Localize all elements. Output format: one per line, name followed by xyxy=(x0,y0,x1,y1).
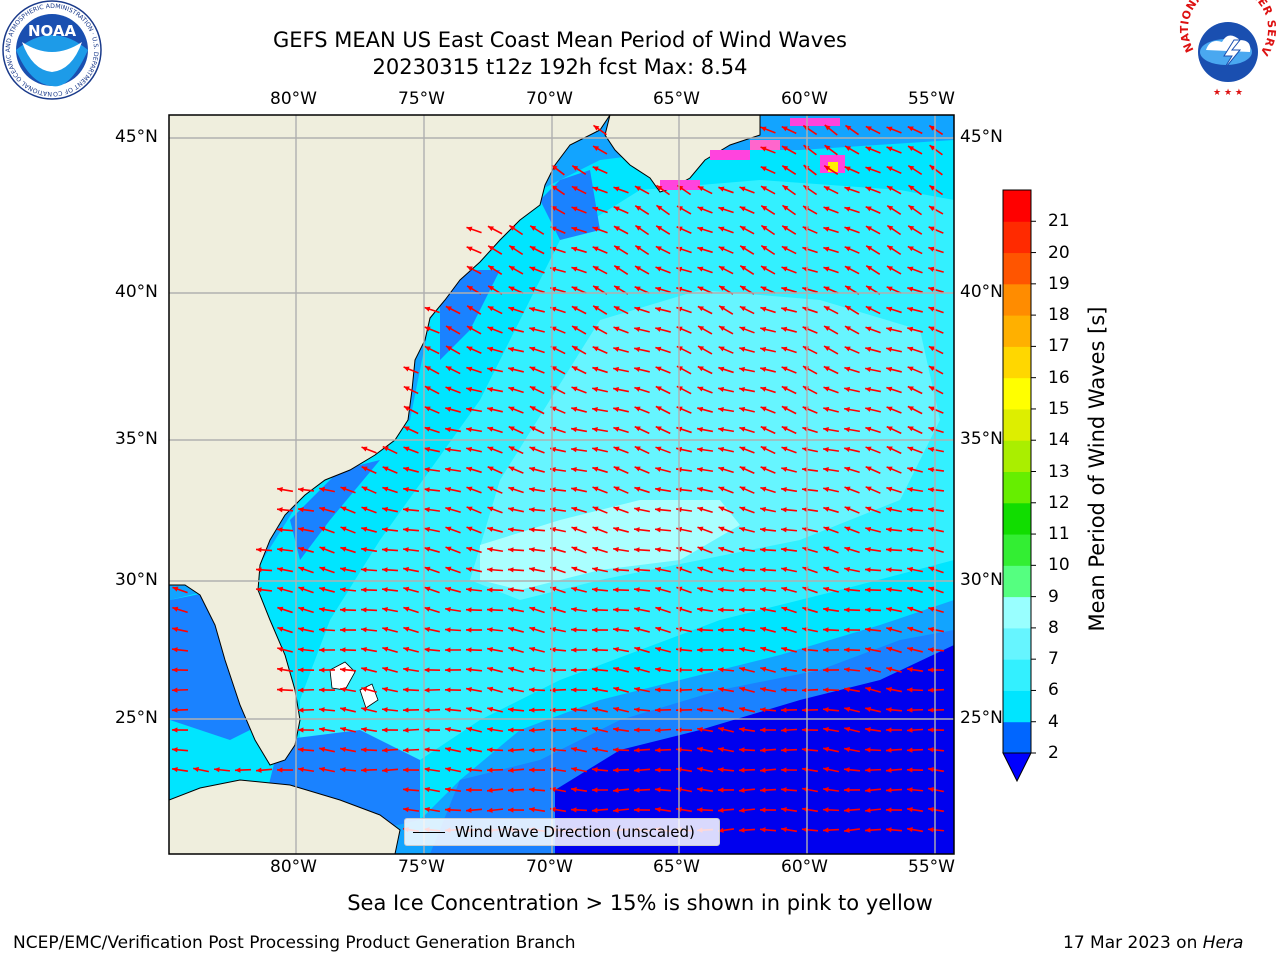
colorbar-segment xyxy=(1003,690,1031,723)
colorbar-segment xyxy=(1003,565,1031,598)
bahamas-land xyxy=(329,661,356,691)
map-frame xyxy=(168,114,955,855)
colorbar-tick-label: 15 xyxy=(1048,398,1070,419)
lat-label-right: 35°N xyxy=(960,429,1003,449)
colorbar-tick-label: 14 xyxy=(1048,430,1070,451)
wind-wave-direction-arrows xyxy=(171,124,945,833)
lon-label-top: 55°W xyxy=(908,89,955,109)
map-title: GEFS MEAN US East Coast Mean Period of W… xyxy=(273,28,847,52)
colorbar-segment xyxy=(1003,596,1031,629)
lat-label-left: 30°N xyxy=(115,570,158,590)
colorbar-tick-label: 20 xyxy=(1048,242,1070,263)
legend-line-icon xyxy=(413,832,445,833)
lon-label-bottom: 70°W xyxy=(526,857,573,877)
colorbar-tick-label: 21 xyxy=(1048,211,1070,232)
cuba-land xyxy=(169,779,401,854)
lat-label-left: 45°N xyxy=(115,127,158,147)
sea-ice-patch xyxy=(710,150,750,160)
colorbar-segment xyxy=(1003,408,1031,441)
colorbar-under-triangle xyxy=(1002,752,1032,783)
lon-label-bottom: 80°W xyxy=(270,857,317,877)
colorbar-tick-label: 6 xyxy=(1048,680,1059,701)
colorbar-tick-label: 17 xyxy=(1048,336,1070,357)
colorbar-segment xyxy=(1003,315,1031,347)
lon-label-bottom: 65°W xyxy=(653,857,700,877)
lat-label-left: 35°N xyxy=(115,429,158,449)
lat-label-right: 40°N xyxy=(960,282,1003,302)
lon-label-top: 70°W xyxy=(526,89,573,109)
colorbar-label: Mean Period of Wind Waves [s] xyxy=(1085,306,1109,632)
ice-note: Sea Ice Concentration > 15% is shown in … xyxy=(347,891,933,915)
svg-text:★ ★ ★: ★ ★ ★ xyxy=(1213,88,1243,98)
colorbar-tick-label: 18 xyxy=(1048,305,1070,326)
date-text: 17 Mar 2023 on xyxy=(1063,933,1203,953)
colorbar-segment xyxy=(1003,283,1031,316)
colorbar-segment xyxy=(1003,440,1031,472)
lat-label-right: 45°N xyxy=(960,127,1003,147)
lon-label-top: 60°W xyxy=(781,89,828,109)
colorbar-tick-label: 16 xyxy=(1048,367,1070,388)
colorbar xyxy=(1002,189,1036,783)
period-under-2-region xyxy=(555,645,954,854)
colorbar-segment xyxy=(1003,627,1031,660)
colorbar-segment xyxy=(1003,721,1031,754)
colorbar-tick-label: 4 xyxy=(1048,711,1059,732)
lat-label-left: 40°N xyxy=(115,282,158,302)
colorbar-tick-label: 11 xyxy=(1048,524,1070,545)
colorbar-tick-label: 2 xyxy=(1048,743,1059,763)
colorbar-tick-label: 19 xyxy=(1048,273,1070,294)
legend-label: Wind Wave Direction (unscaled) xyxy=(455,823,695,841)
colorbar-segment xyxy=(1003,502,1031,535)
colorbar-tick-label: 9 xyxy=(1048,586,1059,607)
lon-label-bottom: 55°W xyxy=(908,857,955,877)
machine-name: Hera xyxy=(1202,933,1244,953)
lon-label-top: 75°W xyxy=(398,89,445,109)
wind-wave-legend: Wind Wave Direction (unscaled) xyxy=(404,818,720,846)
colorbar-segment xyxy=(1003,190,1031,222)
map-subtitle: 20230315 t12z 192h fcst Max: 8.54 xyxy=(372,55,748,79)
period-8-9-region xyxy=(480,500,740,590)
branch-footer: NCEP/EMC/Verification Post Processing Pr… xyxy=(13,933,576,953)
colorbar-tick-label: 10 xyxy=(1048,555,1070,576)
nws-logo: NATIONAL WEATHER SERVICE ★ ★ ★ xyxy=(1176,0,1278,98)
colorbar-segment xyxy=(1003,659,1031,691)
colorbar-tick-label: 7 xyxy=(1048,649,1059,670)
noaa-logo-text: NOAA xyxy=(28,22,77,40)
colorbar-segment xyxy=(1003,221,1031,254)
colorbar-segment xyxy=(1003,377,1031,410)
lat-label-right: 25°N xyxy=(960,708,1003,728)
lon-label-bottom: 60°W xyxy=(781,857,828,877)
colorbar-tick-label: 13 xyxy=(1048,461,1070,482)
colorbar-segment xyxy=(1003,534,1031,566)
lat-label-right: 30°N xyxy=(960,570,1003,590)
colorbar-tick-label: 12 xyxy=(1048,492,1070,513)
lat-label-left: 25°N xyxy=(115,708,158,728)
date-footer: 17 Mar 2023 on Hera xyxy=(1063,933,1243,953)
graticule xyxy=(169,115,954,854)
colorbar-segment xyxy=(1003,252,1031,285)
colorbar-tick-label: 8 xyxy=(1048,617,1059,638)
lon-label-top: 80°W xyxy=(270,89,317,109)
lon-label-bottom: 75°W xyxy=(398,857,445,877)
colorbar-segment xyxy=(1003,471,1031,504)
noaa-logo: NATIONAL OCEANIC AND ATMOSPHERIC ADMINIS… xyxy=(0,0,102,100)
lon-label-top: 65°W xyxy=(653,89,700,109)
colorbar-segment xyxy=(1003,346,1031,379)
